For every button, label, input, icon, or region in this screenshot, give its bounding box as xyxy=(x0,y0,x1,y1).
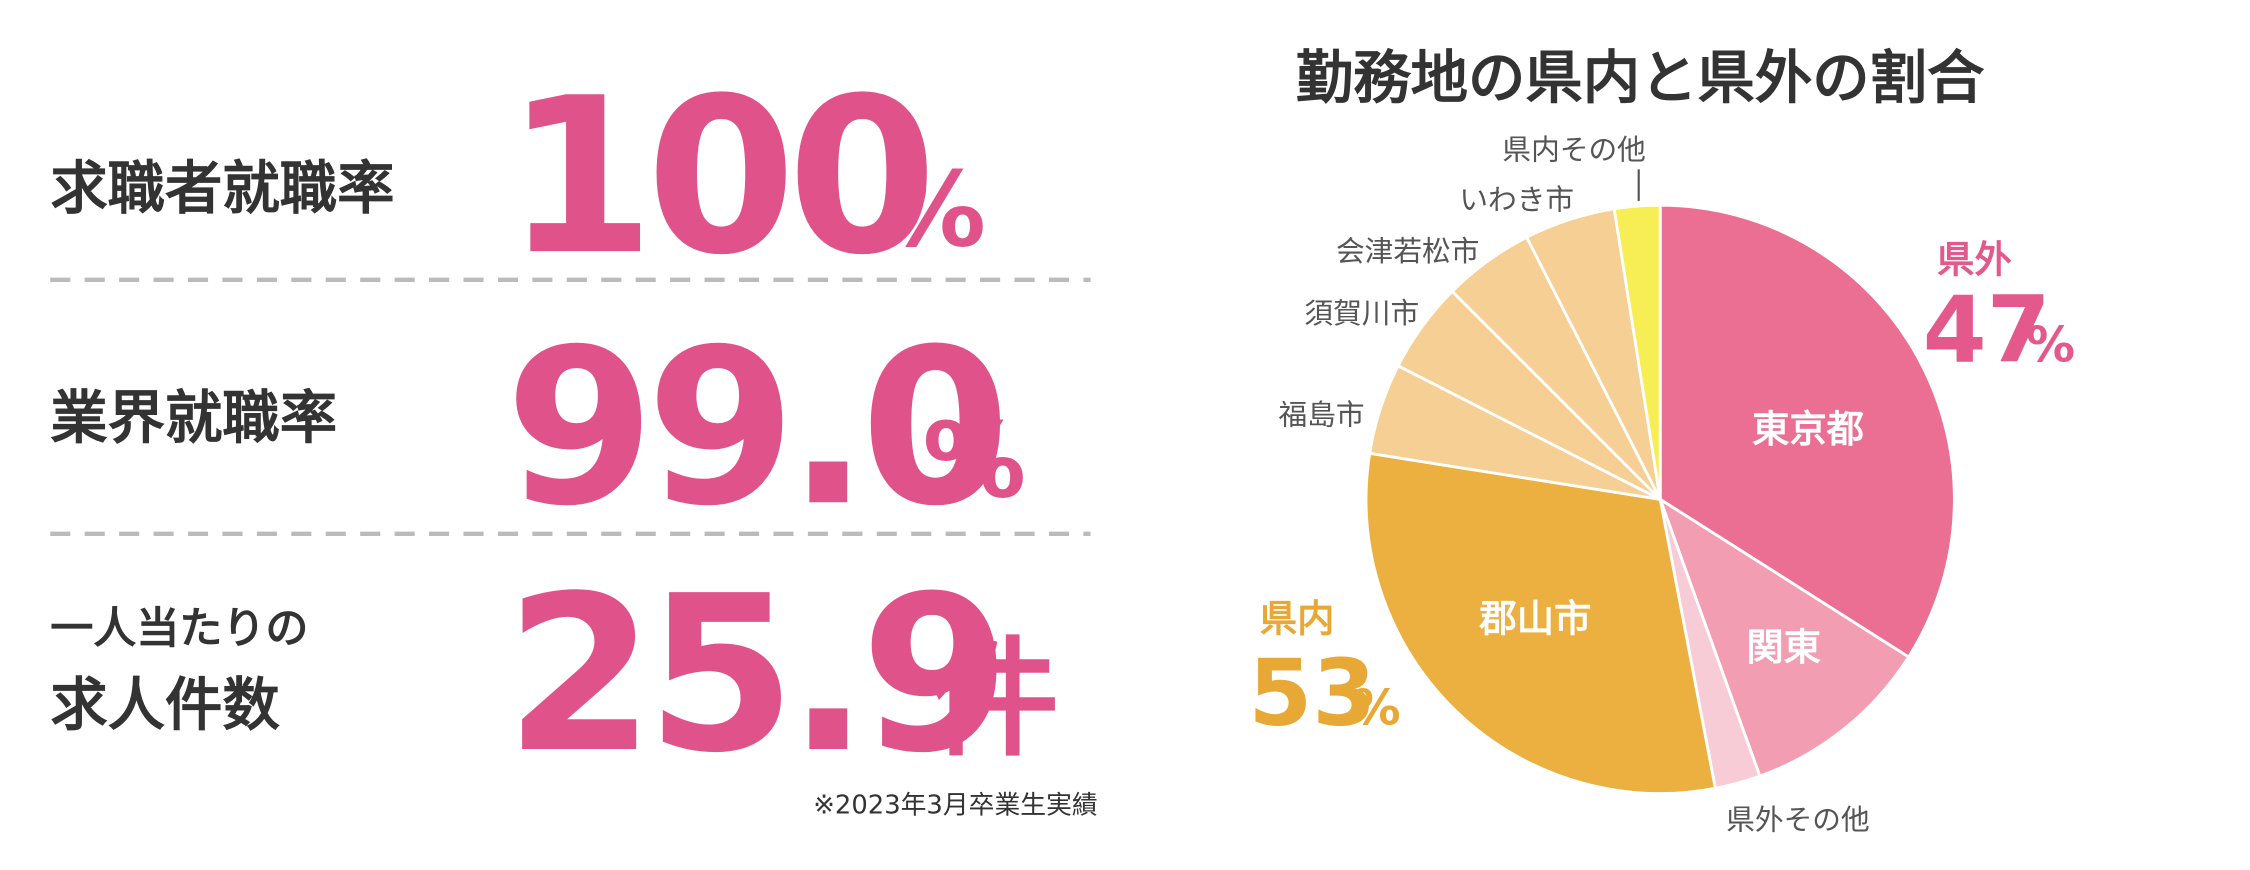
note: ※2023年3月卒業生実績 xyxy=(813,791,1097,821)
stat-unit: 件 xyxy=(930,624,1059,774)
slice-label: 県外その他 xyxy=(1726,802,1869,836)
stat-value: 99.0 xyxy=(505,302,1002,553)
stat-unit: % xyxy=(882,150,986,270)
slice-label: いわき市 xyxy=(1459,183,1574,217)
group-unit: % xyxy=(1352,680,1401,737)
stat-label: 求職者就職率 xyxy=(50,155,394,222)
stat-label: 求人件数 xyxy=(50,672,280,739)
pie-slice xyxy=(1612,203,1662,500)
pie-slice xyxy=(1364,451,1718,795)
group-unit: % xyxy=(2026,317,2075,374)
group-label: 県内 xyxy=(1260,596,1335,640)
group-label: 県外 xyxy=(1937,238,2012,282)
chart-title: 勤務地の県内と県外の割合 xyxy=(1296,45,1985,112)
pie-slice xyxy=(1657,495,1911,778)
pie-slice xyxy=(1658,203,1956,659)
slice-label: 会津若松市 xyxy=(1336,234,1479,268)
slice-label: 須賀川市 xyxy=(1304,296,1419,330)
slice-label: 関東 xyxy=(1746,625,1821,669)
slice-label: 郡山市 xyxy=(1478,596,1591,640)
stat-value: 25.9 xyxy=(505,549,1002,800)
group-value: 47 xyxy=(1923,277,2051,384)
slice-label: 県内その他 xyxy=(1502,132,1645,166)
group-value: 53 xyxy=(1248,640,1376,747)
slice-label: 東京都 xyxy=(1752,407,1864,451)
stat-label: 業界就職率 xyxy=(50,385,337,452)
stat-value: 100 xyxy=(505,51,928,302)
stat-unit: % xyxy=(923,401,1027,521)
stat-label: 一人当たりの xyxy=(50,604,308,654)
slice-label: 福島市 xyxy=(1279,398,1365,432)
